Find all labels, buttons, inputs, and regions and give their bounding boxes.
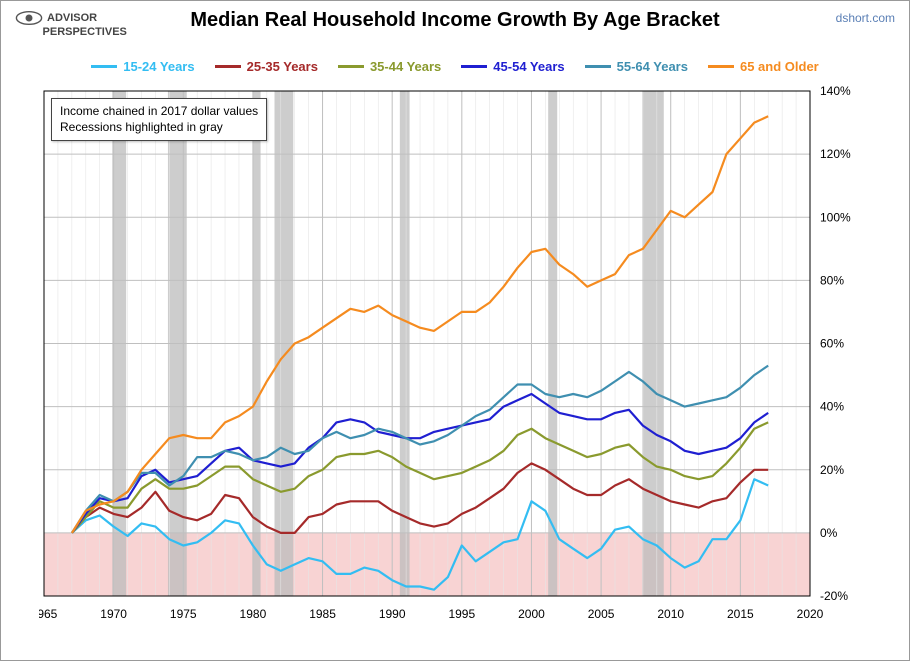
legend-label: 45-54 Years [493,59,564,74]
svg-text:2020: 2020 [797,607,824,621]
svg-text:2015: 2015 [727,607,754,621]
legend: 15-24 Years 25-35 Years 35-44 Years 45-54 Y… [1,59,909,74]
legend-swatch [215,65,241,68]
legend-item: 35-44 Years [338,59,441,74]
svg-text:-20%: -20% [820,589,848,603]
svg-text:1995: 1995 [448,607,475,621]
svg-text:1990: 1990 [379,607,406,621]
svg-text:2000: 2000 [518,607,545,621]
svg-text:120%: 120% [820,147,851,161]
legend-label: 15-24 Years [123,59,194,74]
legend-item: 25-35 Years [215,59,318,74]
legend-item: 15-24 Years [91,59,194,74]
legend-swatch [585,65,611,68]
svg-text:1985: 1985 [309,607,336,621]
svg-text:2005: 2005 [588,607,615,621]
legend-label: 25-35 Years [247,59,318,74]
svg-text:2010: 2010 [657,607,684,621]
legend-swatch [91,65,117,68]
svg-text:0%: 0% [820,526,838,540]
svg-text:60%: 60% [820,337,844,351]
chart-title: Median Real Household Income Growth By A… [1,9,909,32]
legend-item: 55-64 Years [585,59,688,74]
legend-swatch [708,65,734,68]
legend-swatch [338,65,364,68]
note-line2: Recessions highlighted in gray [60,120,258,136]
note-line1: Income chained in 2017 dollar values [60,104,258,120]
svg-text:140%: 140% [820,86,851,98]
svg-text:100%: 100% [820,210,851,224]
legend-label: 65 and Older [740,59,819,74]
legend-item: 65 and Older [708,59,819,74]
svg-text:80%: 80% [820,273,844,287]
svg-text:1965: 1965 [39,607,58,621]
legend-swatch [461,65,487,68]
note-box: Income chained in 2017 dollar values Rec… [51,98,267,141]
chart-container: ADVISOR PERSPECTIVES Median Real Househo… [0,0,910,661]
svg-text:1970: 1970 [100,607,127,621]
legend-label: 35-44 Years [370,59,441,74]
legend-item: 45-54 Years [461,59,564,74]
svg-text:1980: 1980 [240,607,267,621]
line-chart: 1965 1970 1975 1980 1985 1990 1995 2000 2005 2010… [39,86,865,626]
svg-text:1975: 1975 [170,607,197,621]
credit-link: dshort.com [836,11,895,25]
svg-text:40%: 40% [820,400,844,414]
legend-label: 55-64 Years [617,59,688,74]
svg-text:20%: 20% [820,463,844,477]
